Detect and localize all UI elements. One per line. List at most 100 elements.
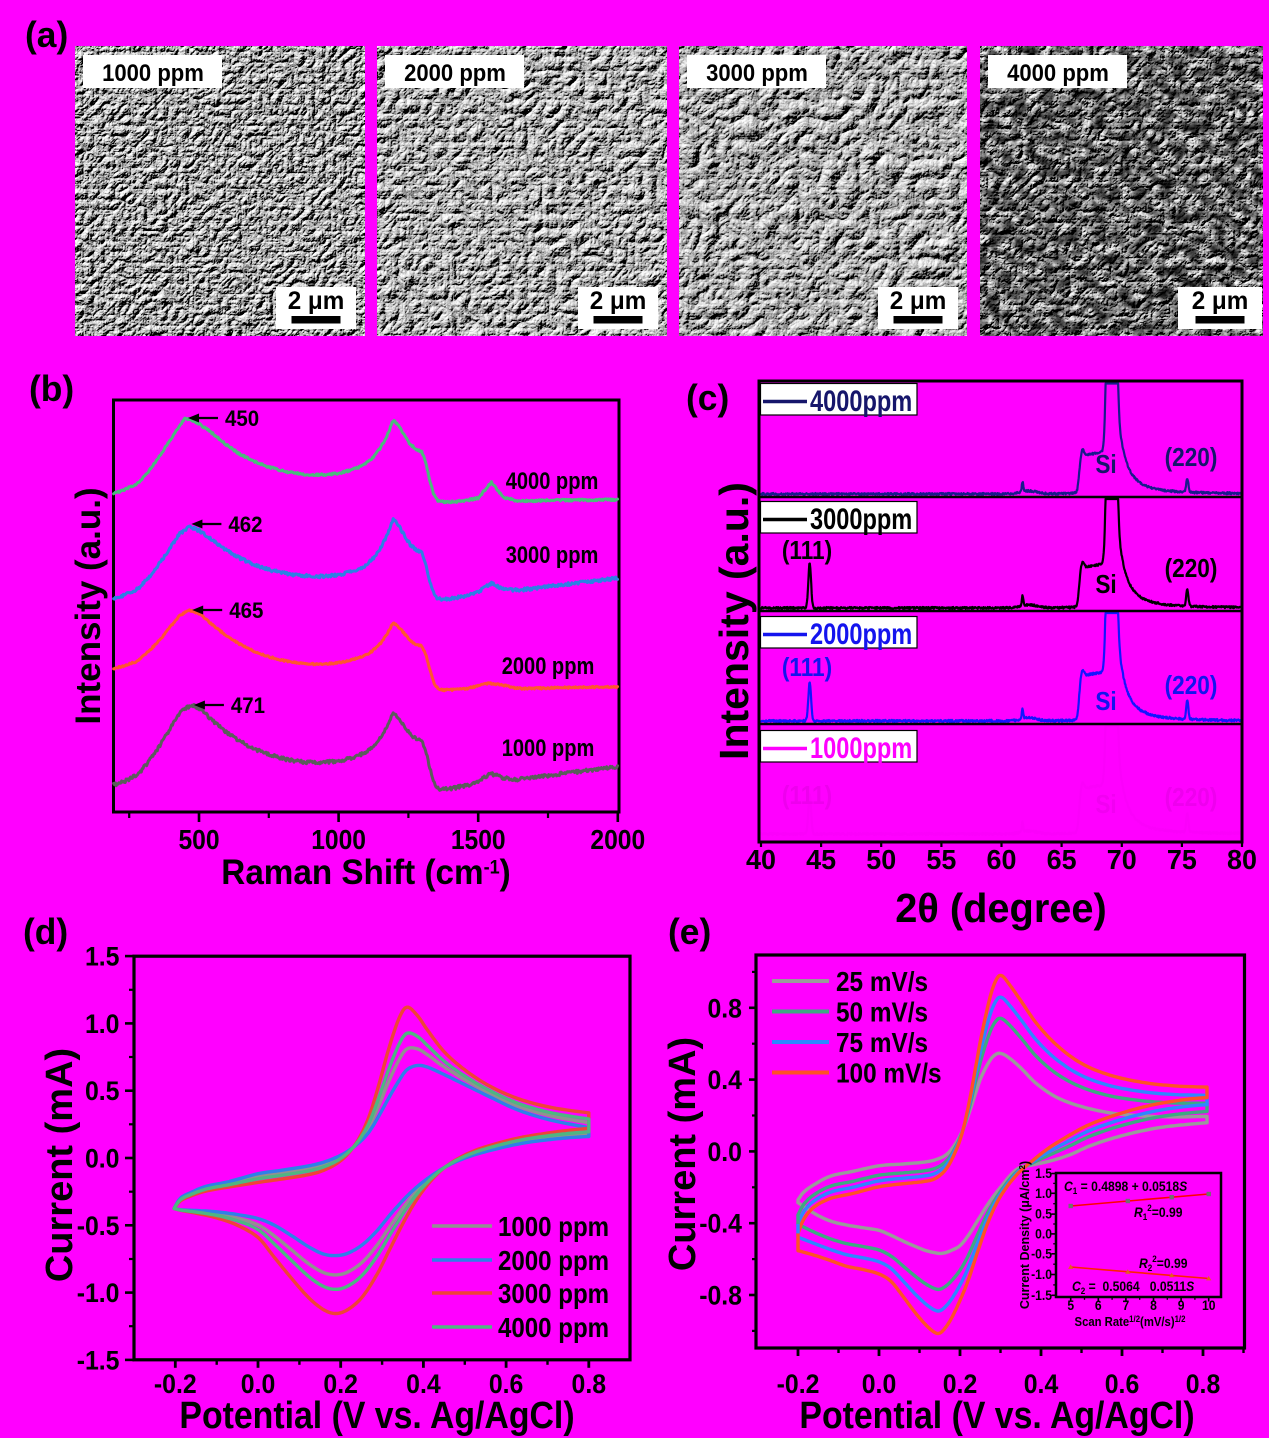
svg-text:500: 500	[178, 824, 219, 856]
svg-text:0.0: 0.0	[85, 1145, 120, 1174]
svg-text:R22=0.99: R22=0.99	[1139, 1254, 1188, 1274]
svg-text:Intensity (a.u.): Intensity (a.u.)	[711, 482, 757, 760]
svg-text:3000 ppm: 3000 ppm	[506, 541, 599, 568]
svg-text:(220): (220)	[1165, 444, 1218, 473]
svg-text:(111): (111)	[782, 537, 832, 566]
svg-text:Current (mA): Current (mA)	[662, 1037, 704, 1271]
svg-text:1000 ppm: 1000 ppm	[498, 1210, 609, 1242]
svg-text:(a): (a)	[25, 14, 68, 56]
svg-text:(220): (220)	[1165, 672, 1218, 701]
svg-text:(d): (d)	[23, 911, 68, 953]
svg-text:0.0: 0.0	[241, 1370, 276, 1399]
svg-text:4000ppm: 4000ppm	[810, 384, 912, 417]
svg-text:4000 ppm: 4000 ppm	[498, 1311, 609, 1343]
svg-text:C2 = 0.5064 0.0511S: C2 = 0.5064 0.0511S	[1072, 1278, 1195, 1296]
svg-text:2θ (degree): 2θ (degree)	[895, 884, 1107, 931]
svg-text:(c): (c)	[686, 377, 729, 419]
svg-text:2000 ppm: 2000 ppm	[498, 1244, 609, 1276]
svg-text:0.0: 0.0	[1035, 1226, 1052, 1242]
svg-text:0.8: 0.8	[707, 994, 742, 1023]
svg-text:-0.5: -0.5	[1031, 1246, 1052, 1262]
svg-text:2000ppm: 2000ppm	[810, 617, 912, 650]
svg-text:2 μm: 2 μm	[890, 288, 947, 315]
svg-text:0.5: 0.5	[85, 1077, 120, 1106]
svg-text:Si: Si	[1095, 451, 1116, 480]
svg-text:1.0: 1.0	[85, 1010, 120, 1039]
svg-text:(220): (220)	[1165, 555, 1218, 584]
svg-text:-0.2: -0.2	[777, 1370, 820, 1399]
svg-text:Si: Si	[1095, 688, 1116, 717]
svg-text:-0.2: -0.2	[154, 1370, 197, 1399]
svg-text:65: 65	[1047, 843, 1077, 875]
svg-text:1000: 1000	[311, 824, 366, 856]
svg-text:0.5: 0.5	[1035, 1206, 1052, 1222]
svg-text:Si: Si	[1095, 571, 1116, 600]
svg-text:Current (mA): Current (mA)	[39, 1048, 81, 1282]
svg-text:(111): (111)	[782, 782, 832, 811]
svg-text:1000 ppm: 1000 ppm	[102, 59, 204, 86]
svg-text:3000 ppm: 3000 ppm	[498, 1277, 609, 1309]
svg-text:45: 45	[806, 843, 836, 875]
svg-text:0.2: 0.2	[943, 1370, 978, 1399]
svg-text:(e): (e)	[668, 911, 711, 953]
svg-text:-0.4: -0.4	[699, 1210, 742, 1239]
svg-text:1000ppm: 1000ppm	[810, 731, 912, 764]
svg-text:1000 ppm: 1000 ppm	[502, 734, 595, 761]
svg-text:0.8: 0.8	[572, 1370, 607, 1399]
svg-text:C1 = 0.4898 + 0.0518S: C1 = 0.4898 + 0.0518S	[1064, 1178, 1188, 1196]
svg-text:40: 40	[746, 843, 776, 875]
svg-text:-1.5: -1.5	[77, 1347, 120, 1376]
svg-text:70: 70	[1107, 843, 1137, 875]
svg-text:-1.5: -1.5	[1031, 1287, 1052, 1303]
svg-text:2 μm: 2 μm	[1192, 288, 1249, 315]
svg-text:0.0: 0.0	[707, 1138, 742, 1167]
svg-text:80: 80	[1227, 843, 1257, 875]
svg-text:-1.0: -1.0	[77, 1279, 120, 1308]
svg-text:Si: Si	[1095, 791, 1116, 820]
svg-text:6: 6	[1095, 1297, 1102, 1313]
svg-text:(111): (111)	[782, 654, 832, 683]
svg-text:-1.0: -1.0	[1031, 1266, 1052, 1282]
svg-text:-0.8: -0.8	[699, 1282, 742, 1311]
svg-text:75 mV/s: 75 mV/s	[836, 1026, 928, 1058]
svg-text:0.6: 0.6	[1105, 1370, 1140, 1399]
svg-text:50 mV/s: 50 mV/s	[836, 996, 928, 1028]
svg-text:Current Density (μA/cm2): Current Density (μA/cm2)	[1018, 1161, 1032, 1309]
svg-text:7: 7	[1123, 1297, 1130, 1313]
svg-text:10: 10	[1202, 1297, 1216, 1313]
svg-text:(220): (220)	[1165, 784, 1218, 813]
svg-text:(b): (b)	[29, 368, 74, 410]
svg-text:3000 ppm: 3000 ppm	[706, 59, 808, 86]
svg-text:1.0: 1.0	[1035, 1185, 1052, 1201]
svg-text:Intensity (a.u.): Intensity (a.u.)	[69, 487, 108, 724]
svg-text:0.4: 0.4	[406, 1370, 441, 1399]
svg-text:5: 5	[1067, 1297, 1074, 1313]
svg-text:471: 471	[231, 693, 265, 718]
svg-text:8: 8	[1150, 1297, 1157, 1313]
svg-text:50: 50	[866, 843, 896, 875]
svg-text:4000 ppm: 4000 ppm	[506, 467, 599, 494]
svg-text:1.5: 1.5	[85, 943, 120, 972]
svg-text:25 mV/s: 25 mV/s	[836, 965, 928, 997]
svg-text:2000 ppm: 2000 ppm	[404, 59, 506, 86]
svg-text:9: 9	[1178, 1297, 1185, 1313]
svg-text:0.8: 0.8	[1186, 1370, 1221, 1399]
svg-text:0.4: 0.4	[707, 1066, 742, 1095]
svg-text:2 μm: 2 μm	[590, 288, 647, 315]
svg-text:Potential (V vs. Ag/AgCl): Potential (V vs. Ag/AgCl)	[799, 1393, 1194, 1436]
svg-text:-0.5: -0.5	[77, 1212, 120, 1241]
svg-text:0.4: 0.4	[1024, 1370, 1059, 1399]
svg-text:60: 60	[987, 843, 1017, 875]
svg-text:4000 ppm: 4000 ppm	[1007, 59, 1109, 86]
svg-text:55: 55	[926, 843, 956, 875]
svg-text:Scan Rate1/2(mV/s)1/2: Scan Rate1/2(mV/s)1/2	[1075, 1313, 1186, 1329]
svg-text:3000ppm: 3000ppm	[810, 502, 912, 535]
svg-text:0.0: 0.0	[862, 1370, 897, 1399]
svg-text:1500: 1500	[451, 824, 506, 856]
svg-text:0.2: 0.2	[323, 1370, 358, 1399]
svg-text:2000: 2000	[590, 824, 645, 856]
svg-text:100 mV/s: 100 mV/s	[836, 1057, 942, 1089]
svg-text:450: 450	[225, 406, 259, 431]
svg-text:Raman Shift (cm-1): Raman Shift (cm-1)	[221, 853, 510, 892]
svg-text:2 μm: 2 μm	[288, 288, 345, 315]
